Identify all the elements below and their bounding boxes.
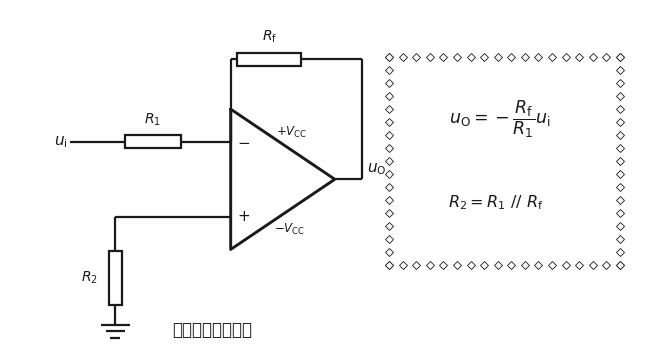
Bar	[125, 135, 181, 148]
Text: $u_{\rm i}$: $u_{\rm i}$	[54, 134, 68, 150]
Text: $R_{\rm f}$: $R_{\rm f}$	[262, 29, 277, 45]
Text: $R_1$: $R_1$	[144, 112, 161, 128]
Bar	[237, 52, 301, 66]
Text: $R_2$: $R_2$	[81, 270, 98, 286]
Text: $u_{\rm O}$: $u_{\rm O}$	[367, 161, 387, 177]
Text: $-V_{\rm CC}$: $-V_{\rm CC}$	[274, 222, 304, 237]
Text: $+V_{\rm CC}$: $+V_{\rm CC}$	[276, 125, 307, 140]
Text: $-$: $-$	[237, 134, 250, 149]
Text: $+$: $+$	[237, 209, 250, 224]
Text: $u_{\rm O} = -\dfrac{R_{\rm f}}{R_1}u_{\rm i}$: $u_{\rm O} = -\dfrac{R_{\rm f}}{R_1}u_{\…	[449, 99, 550, 140]
Bar	[109, 251, 121, 305]
Text: $R_2 = R_1\ //\ R_{\rm f}$: $R_2 = R_1\ //\ R_{\rm f}$	[447, 194, 543, 212]
Text: 反相比例运算电路: 反相比例运算电路	[173, 321, 253, 338]
Bar	[389, 57, 620, 265]
